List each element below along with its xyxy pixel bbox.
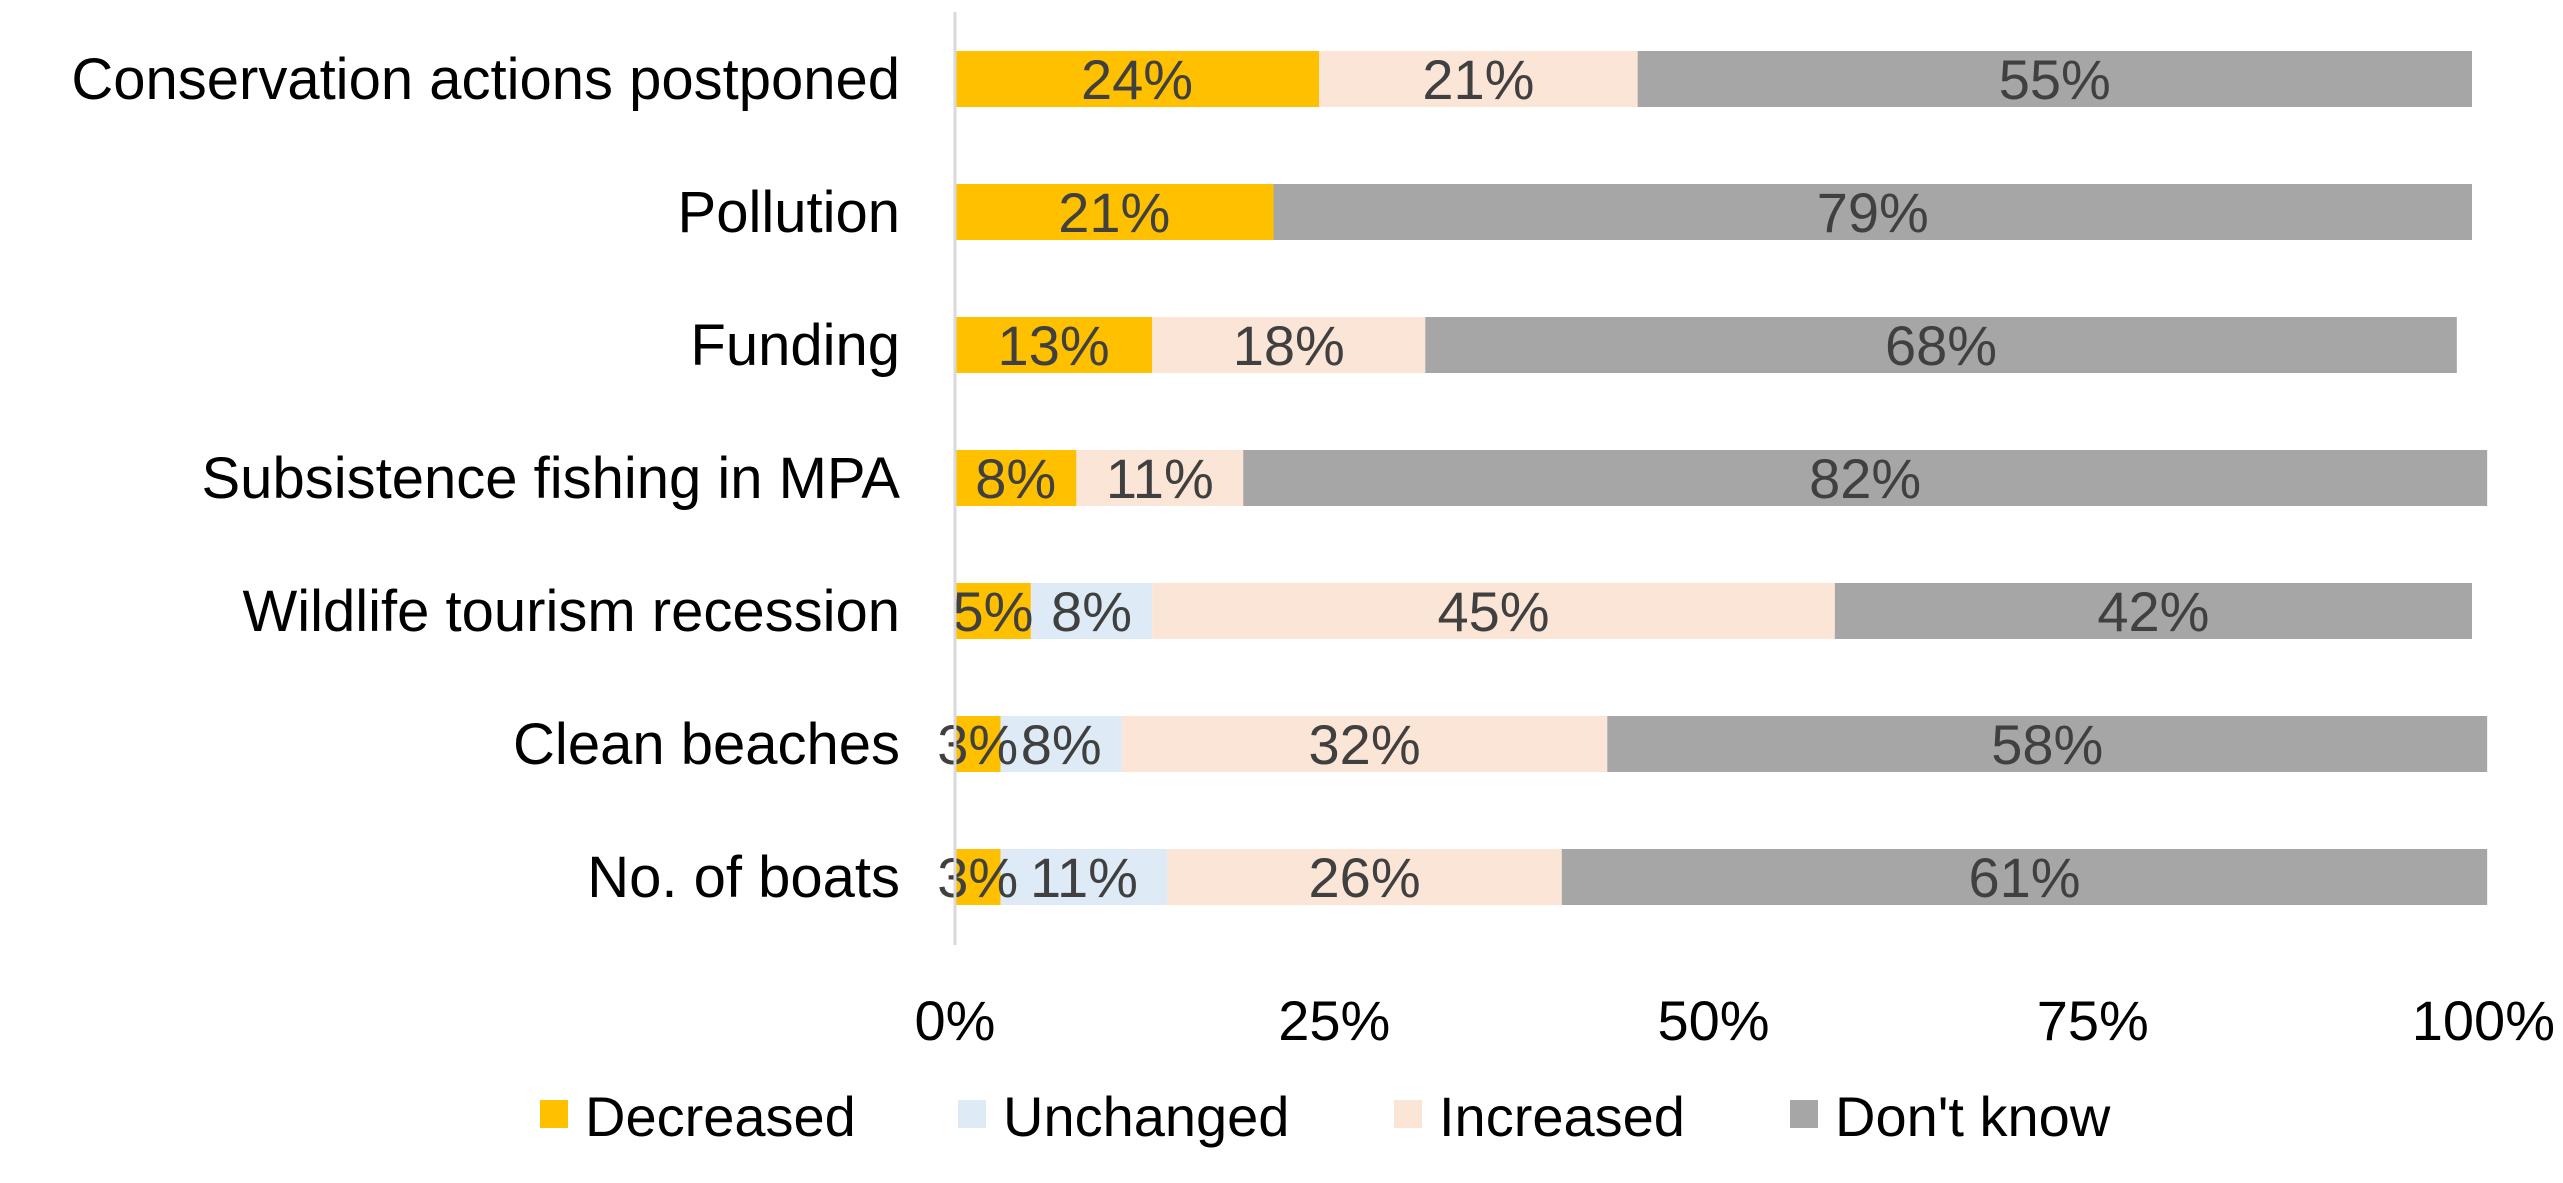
legend-swatch-unchanged <box>958 1100 986 1128</box>
bar-don-t-know-funding <box>1425 317 2457 373</box>
data-label-don-t-know-conservation-actions-postponed: 55% <box>1999 48 2111 111</box>
data-label-decreased-clean-beaches: 3% <box>937 713 1018 776</box>
data-label-don-t-know-no-of-boats: 61% <box>1968 846 2080 909</box>
category-label-pollution: Pollution <box>678 180 900 245</box>
legend-label-don-t-know: Don't know <box>1835 1085 2111 1148</box>
legend-label-decreased: Decreased <box>585 1085 856 1148</box>
data-label-increased-subsistence-fishing-in-mpa: 11% <box>1106 447 1214 510</box>
category-label-funding: Funding <box>690 313 900 378</box>
x-tick-label-50: 50% <box>1657 989 1769 1052</box>
category-label-conservation-actions-postponed: Conservation actions postponed <box>71 47 900 112</box>
x-tick-label-0: 0% <box>915 989 996 1052</box>
bar-don-t-know-clean-beaches <box>1607 716 2488 772</box>
category-label-no-of-boats: No. of boats <box>587 845 900 910</box>
data-label-decreased-conservation-actions-postponed: 24% <box>1081 48 1193 111</box>
x-tick-labels-group: 0% 25% 50% 75% 100% <box>915 989 2555 1052</box>
data-label-don-t-know-clean-beaches: 58% <box>1991 713 2103 776</box>
data-label-increased-wildlife-tourism-recession: 45% <box>1437 580 1549 643</box>
bar-don-t-know-conservation-actions-postponed <box>1637 51 2472 107</box>
category-label-clean-beaches: Clean beaches <box>513 712 900 777</box>
data-label-unchanged-wildlife-tourism-recession: 8% <box>1051 580 1132 643</box>
bars-group <box>955 51 2488 905</box>
data-label-decreased-funding: 13% <box>998 314 1110 377</box>
data-labels-group: 24% 21% 55% 21% 79% 13% 18% 68% 8% 11% 82% 5% 8% 45% 4… <box>937 48 2209 909</box>
data-label-decreased-no-of-boats: 3% <box>937 846 1018 909</box>
bar-increased-wildlife-tourism-recession <box>1152 583 1835 639</box>
bar-unchanged-no-of-boats <box>1000 849 1168 905</box>
bar-decreased-subsistence-fishing-in-mpa <box>955 450 1077 506</box>
data-label-unchanged-no-of-boats: 11% <box>1030 846 1138 909</box>
bar-increased-no-of-boats <box>1167 849 1562 905</box>
x-tick-label-100: 100% <box>2412 989 2555 1052</box>
bar-don-t-know-no-of-boats <box>1561 849 2488 905</box>
data-label-decreased-pollution: 21% <box>1058 181 1170 244</box>
x-tick-label-25: 25% <box>1278 989 1390 1052</box>
bar-increased-conservation-actions-postponed <box>1319 51 1638 107</box>
data-label-increased-clean-beaches: 32% <box>1309 713 1421 776</box>
category-labels-group: Conservation actions postponed Pollution F… <box>71 47 900 910</box>
data-label-increased-funding: 18% <box>1233 314 1345 377</box>
bar-decreased-conservation-actions-postponed <box>955 51 1320 107</box>
bar-don-t-know-wildlife-tourism-recession <box>1834 583 2472 639</box>
bar-increased-clean-beaches <box>1121 716 1608 772</box>
category-label-subsistence-fishing-in-mpa: Subsistence fishing in MPA <box>202 446 901 511</box>
data-label-don-t-know-pollution: 79% <box>1817 181 1929 244</box>
bar-decreased-funding <box>955 317 1153 373</box>
bar-decreased-pollution <box>955 184 1274 240</box>
data-label-unchanged-clean-beaches: 8% <box>1021 713 1102 776</box>
legend-label-unchanged: Unchanged <box>1003 1085 1289 1148</box>
bar-decreased-no-of-boats <box>955 849 1001 905</box>
legend: Decreased Unchanged Increased Don't know <box>540 1085 2111 1148</box>
data-label-don-t-know-funding: 68% <box>1885 314 1997 377</box>
bar-don-t-know-pollution <box>1273 184 2472 240</box>
data-label-increased-no-of-boats: 26% <box>1309 846 1421 909</box>
bar-unchanged-wildlife-tourism-recession <box>1030 583 1153 639</box>
legend-swatch-decreased <box>540 1100 568 1128</box>
data-label-decreased-subsistence-fishing-in-mpa: 8% <box>975 447 1056 510</box>
data-label-decreased-wildlife-tourism-recession: 5% <box>952 580 1033 643</box>
bar-increased-subsistence-fishing-in-mpa <box>1076 450 1244 506</box>
bar-decreased-clean-beaches <box>955 716 1001 772</box>
data-label-don-t-know-subsistence-fishing-in-mpa: 82% <box>1809 447 1921 510</box>
data-label-increased-conservation-actions-postponed: 21% <box>1422 48 1534 111</box>
data-label-don-t-know-wildlife-tourism-recession: 42% <box>2097 580 2209 643</box>
category-label-wildlife-tourism-recession: Wildlife tourism recession <box>242 579 900 644</box>
bar-unchanged-clean-beaches <box>1000 716 1122 772</box>
bar-don-t-know-subsistence-fishing-in-mpa <box>1243 450 2488 506</box>
legend-label-increased: Increased <box>1439 1085 1685 1148</box>
legend-swatch-increased <box>1394 1100 1422 1128</box>
x-tick-label-75: 75% <box>2037 989 2149 1052</box>
bar-decreased-wildlife-tourism-recession <box>955 583 1031 639</box>
legend-swatch-don-t-know <box>1790 1100 1818 1128</box>
bar-increased-funding <box>1152 317 1426 373</box>
